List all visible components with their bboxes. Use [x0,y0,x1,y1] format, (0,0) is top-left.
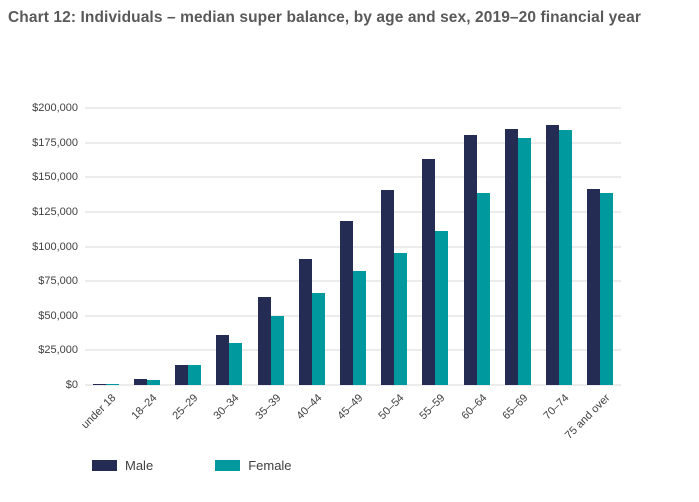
x-axis-tick-label: 50–54 [376,392,407,423]
bar-male [92,383,106,385]
bar-female [435,231,449,385]
y-axis-tick-label: $175,000 [32,136,78,149]
bar-female [311,292,325,385]
x-axis-tick-label: 25–29 [170,392,201,423]
bar-group [456,108,497,385]
bar-male [504,128,518,385]
bar-male [216,335,230,385]
y-axis-tick-label: $0 [65,379,78,391]
y-axis-tick-label: $25,000 [38,344,78,357]
y-axis-tick-label: $75,000 [38,275,78,288]
bar-male [298,258,312,385]
gridline [85,246,621,247]
x-axis-tick-label: under 18 [78,392,119,432]
x-axis-tick-label: 60–64 [459,392,490,423]
legend-item-female: Female [215,458,292,473]
bar-male [587,189,601,385]
bar-group [85,108,126,385]
gridline [85,176,621,178]
x-axis-tick-label: 18–24 [129,392,160,423]
y-axis-tick-label: $100,000 [32,240,78,253]
bar-group [209,108,250,385]
legend-label-male: Male [125,458,154,473]
gridline [85,384,621,386]
bar-female [188,364,202,385]
bar-female [105,384,119,385]
x-axis-tick-label: 30–34 [211,392,242,423]
y-axis-tick-label: $125,000 [32,205,78,218]
gridline [85,107,621,109]
legend: Male Female [92,458,292,473]
legend-swatch-female [215,460,241,471]
bar-male [381,190,395,385]
bar-male [422,159,436,385]
bar-group [250,108,291,385]
bar-group [167,108,208,385]
y-axis-tick-label: $200,000 [32,102,78,114]
bar-female [270,316,284,385]
x-axis-tick-label: 40–44 [294,392,325,423]
plot-area: $0 $25,000 $50,000 $75,000 $100,000 $125,000 $… [32,102,621,442]
bar-male [546,124,560,385]
bar-female [394,252,408,385]
bar-group [291,108,332,385]
bar-male [133,379,147,385]
bar-group [126,108,167,385]
bar-group [497,108,538,385]
x-axis-tick-label: 55–59 [417,392,448,423]
bar-group [539,108,580,385]
bar-female [476,193,490,385]
legend-swatch-male [92,460,117,471]
bar-group [374,108,415,385]
legend-label-female: Female [248,458,292,473]
bar-female [600,192,614,385]
bar-female [517,138,531,385]
x-axis-tick-label: 70–74 [541,392,572,423]
bar-group [580,108,621,385]
x-axis-tick-label: 65–69 [500,392,531,423]
x-axis-tick-label: 45–49 [335,392,366,423]
gridline [85,211,621,213]
bar-male [257,297,271,385]
bar-male [175,364,189,385]
x-axis-tick-label: 35–39 [252,392,284,423]
bar-female [229,342,243,385]
gridline [85,142,621,144]
y-axis-tick-label: $150,000 [32,171,78,184]
legend-item-male: Male [92,458,153,473]
bar-female [146,380,160,385]
bar-male [339,220,353,385]
bar-group [415,108,456,385]
bar-female [559,130,573,385]
bar-male [463,135,477,385]
chart-title: Chart 12: Individuals – median super bal… [8,9,641,26]
bar-group [332,108,373,385]
bar-female [352,270,366,385]
y-axis-tick-label: $50,000 [38,309,78,322]
